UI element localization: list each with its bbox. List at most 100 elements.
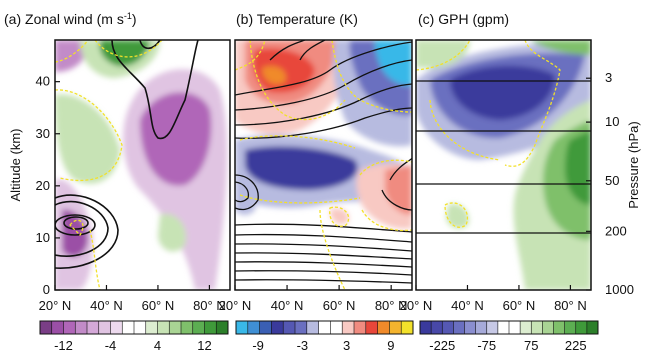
- colorbar-segment: [259, 321, 272, 334]
- colorbar-tick-label: -9: [252, 338, 264, 353]
- colorbar-segment: [586, 321, 599, 334]
- colorbar-segment: [51, 321, 64, 334]
- panel-c-axes: 20° N 40° N 60° N 80° N 3 10 50 200 1000: [400, 70, 634, 313]
- colorbar-segment: [377, 321, 390, 334]
- colorbar-segment: [354, 321, 367, 334]
- gph-positive-core: [565, 130, 591, 205]
- colorbar-frame: [235, 320, 414, 335]
- colorbar-segment: [306, 321, 319, 334]
- x-tick-label: 60° N: [323, 298, 356, 313]
- x-tick-label: 80° N: [554, 298, 587, 313]
- x-tick-label: 20° N: [39, 298, 72, 313]
- colorbar-segment: [401, 321, 414, 334]
- panel-c-frame: [415, 39, 592, 291]
- panel-b-plot: [235, 40, 412, 290]
- gph-positive-patch: [446, 203, 469, 229]
- colorbar-tick-label: -4: [105, 338, 117, 353]
- temp-warm-orange: [262, 65, 286, 85]
- temp-cold-mid-core: [245, 146, 358, 190]
- y-tick-label: 20: [36, 178, 50, 193]
- y-right-tick-label: 3: [605, 70, 612, 85]
- colorbar-segment: [157, 321, 170, 334]
- colorbar-tick-label: 75: [524, 338, 538, 353]
- x-tick-label: 60° N: [503, 298, 536, 313]
- gph-positive-top-right: [530, 40, 591, 55]
- colorbar-segment: [442, 321, 454, 334]
- colorbar-tick-label: -12: [54, 338, 73, 353]
- colorbar-segment: [486, 321, 499, 334]
- colorbar-tick-label: -75: [477, 338, 496, 353]
- zonal-wind-positive-patch: [158, 214, 186, 252]
- x-tick-label: 20° N: [400, 298, 433, 313]
- y-axis-label-right: Pressure (hPa): [626, 121, 641, 208]
- colorbar-segment: [271, 321, 284, 334]
- colorbar-segment: [204, 321, 217, 334]
- colorbar-segment: [509, 321, 521, 334]
- colorbar-segment: [247, 321, 260, 334]
- colorbar-segment: [520, 321, 532, 334]
- panel-c-title: (c) GPH (gpm): [418, 11, 509, 27]
- temp-cold-top-core: [374, 40, 412, 86]
- colorbar-tick-label: -225: [429, 338, 455, 353]
- x-tick-label: 20° N: [219, 298, 252, 313]
- colorbar-segment: [453, 321, 465, 334]
- y-right-tick-label: 200: [605, 223, 627, 238]
- colorbar-segment: [531, 321, 543, 334]
- gph-positive-top: [416, 40, 470, 68]
- colorbar-segment: [75, 321, 88, 334]
- y-right-tick-label: 50: [605, 173, 619, 188]
- zonal-wind-negative-midlat-core: [140, 92, 212, 186]
- colorbar-segment: [110, 321, 123, 334]
- x-tick-label: 80° N: [193, 298, 226, 313]
- y-axis-label-left: Altitude (km): [8, 129, 23, 202]
- panel-a-plot: [55, 40, 230, 290]
- panel-a-title: (a) Zonal wind (m s-1): [4, 11, 137, 27]
- panel-b-title: (b) Temperature (K): [236, 11, 358, 27]
- x-tick-label: 40° N: [271, 298, 304, 313]
- zonal-wind-positive-mid: [55, 94, 120, 184]
- y-tick-label: 0: [43, 282, 50, 297]
- colorbar-tick-label: 225: [565, 338, 587, 353]
- panel-a-axes: 20° N 40° N 60° N 80° N 0 10 20 30 40: [36, 74, 226, 313]
- colorbar-segment: [181, 321, 194, 334]
- colorbar-segment: [63, 321, 76, 334]
- colorbar-segment: [87, 321, 100, 334]
- colorbar-segment: [283, 321, 296, 334]
- x-tick-label: 40° N: [451, 298, 484, 313]
- gph-negative-core: [450, 65, 555, 120]
- zonal-wind-negative-subtropics-core: [62, 209, 88, 257]
- colorbar-tick-label: 9: [387, 338, 394, 353]
- y-tick-label: 40: [36, 74, 50, 89]
- y-right-tick-label: 1000: [605, 282, 634, 297]
- colorbar-tick-label: 3: [343, 338, 350, 353]
- colorbar-segment: [564, 321, 577, 334]
- colorbar-segment: [553, 321, 565, 334]
- colorbar-segment: [342, 321, 355, 334]
- x-tick-label: 40° N: [90, 298, 123, 313]
- colorbar-segment: [475, 321, 488, 334]
- panel-c-plot: [416, 40, 591, 290]
- temp-warm-patch: [330, 208, 349, 225]
- colorbar-segment: [431, 321, 443, 334]
- colorbar-tick-label: 4: [154, 338, 161, 353]
- colorbar-segment: [145, 321, 158, 334]
- colorbar-segment: [40, 321, 53, 334]
- x-tick-label: 60° N: [142, 298, 175, 313]
- colorbar-segment: [122, 321, 135, 334]
- y-right-tick-label: 10: [605, 114, 619, 129]
- y-tick-label: 10: [36, 230, 50, 245]
- colorbar-segment: [134, 321, 147, 334]
- colorbar-segment: [169, 321, 182, 334]
- colorbar-segment: [497, 321, 510, 334]
- colorbar-tick-label: 12: [197, 338, 211, 353]
- y-tick-label: 30: [36, 126, 50, 141]
- panel-a-frame: [54, 39, 231, 291]
- panel-b-axes: 20° N 40° N 60° N 80° N: [219, 285, 408, 313]
- colorbar-segment: [330, 321, 343, 334]
- colorbar-segment: [420, 321, 432, 334]
- colorbar-segment: [98, 321, 111, 334]
- colorbar-segment: [192, 321, 205, 334]
- panel-b-frame: [234, 39, 413, 291]
- colorbar-segment: [216, 321, 229, 334]
